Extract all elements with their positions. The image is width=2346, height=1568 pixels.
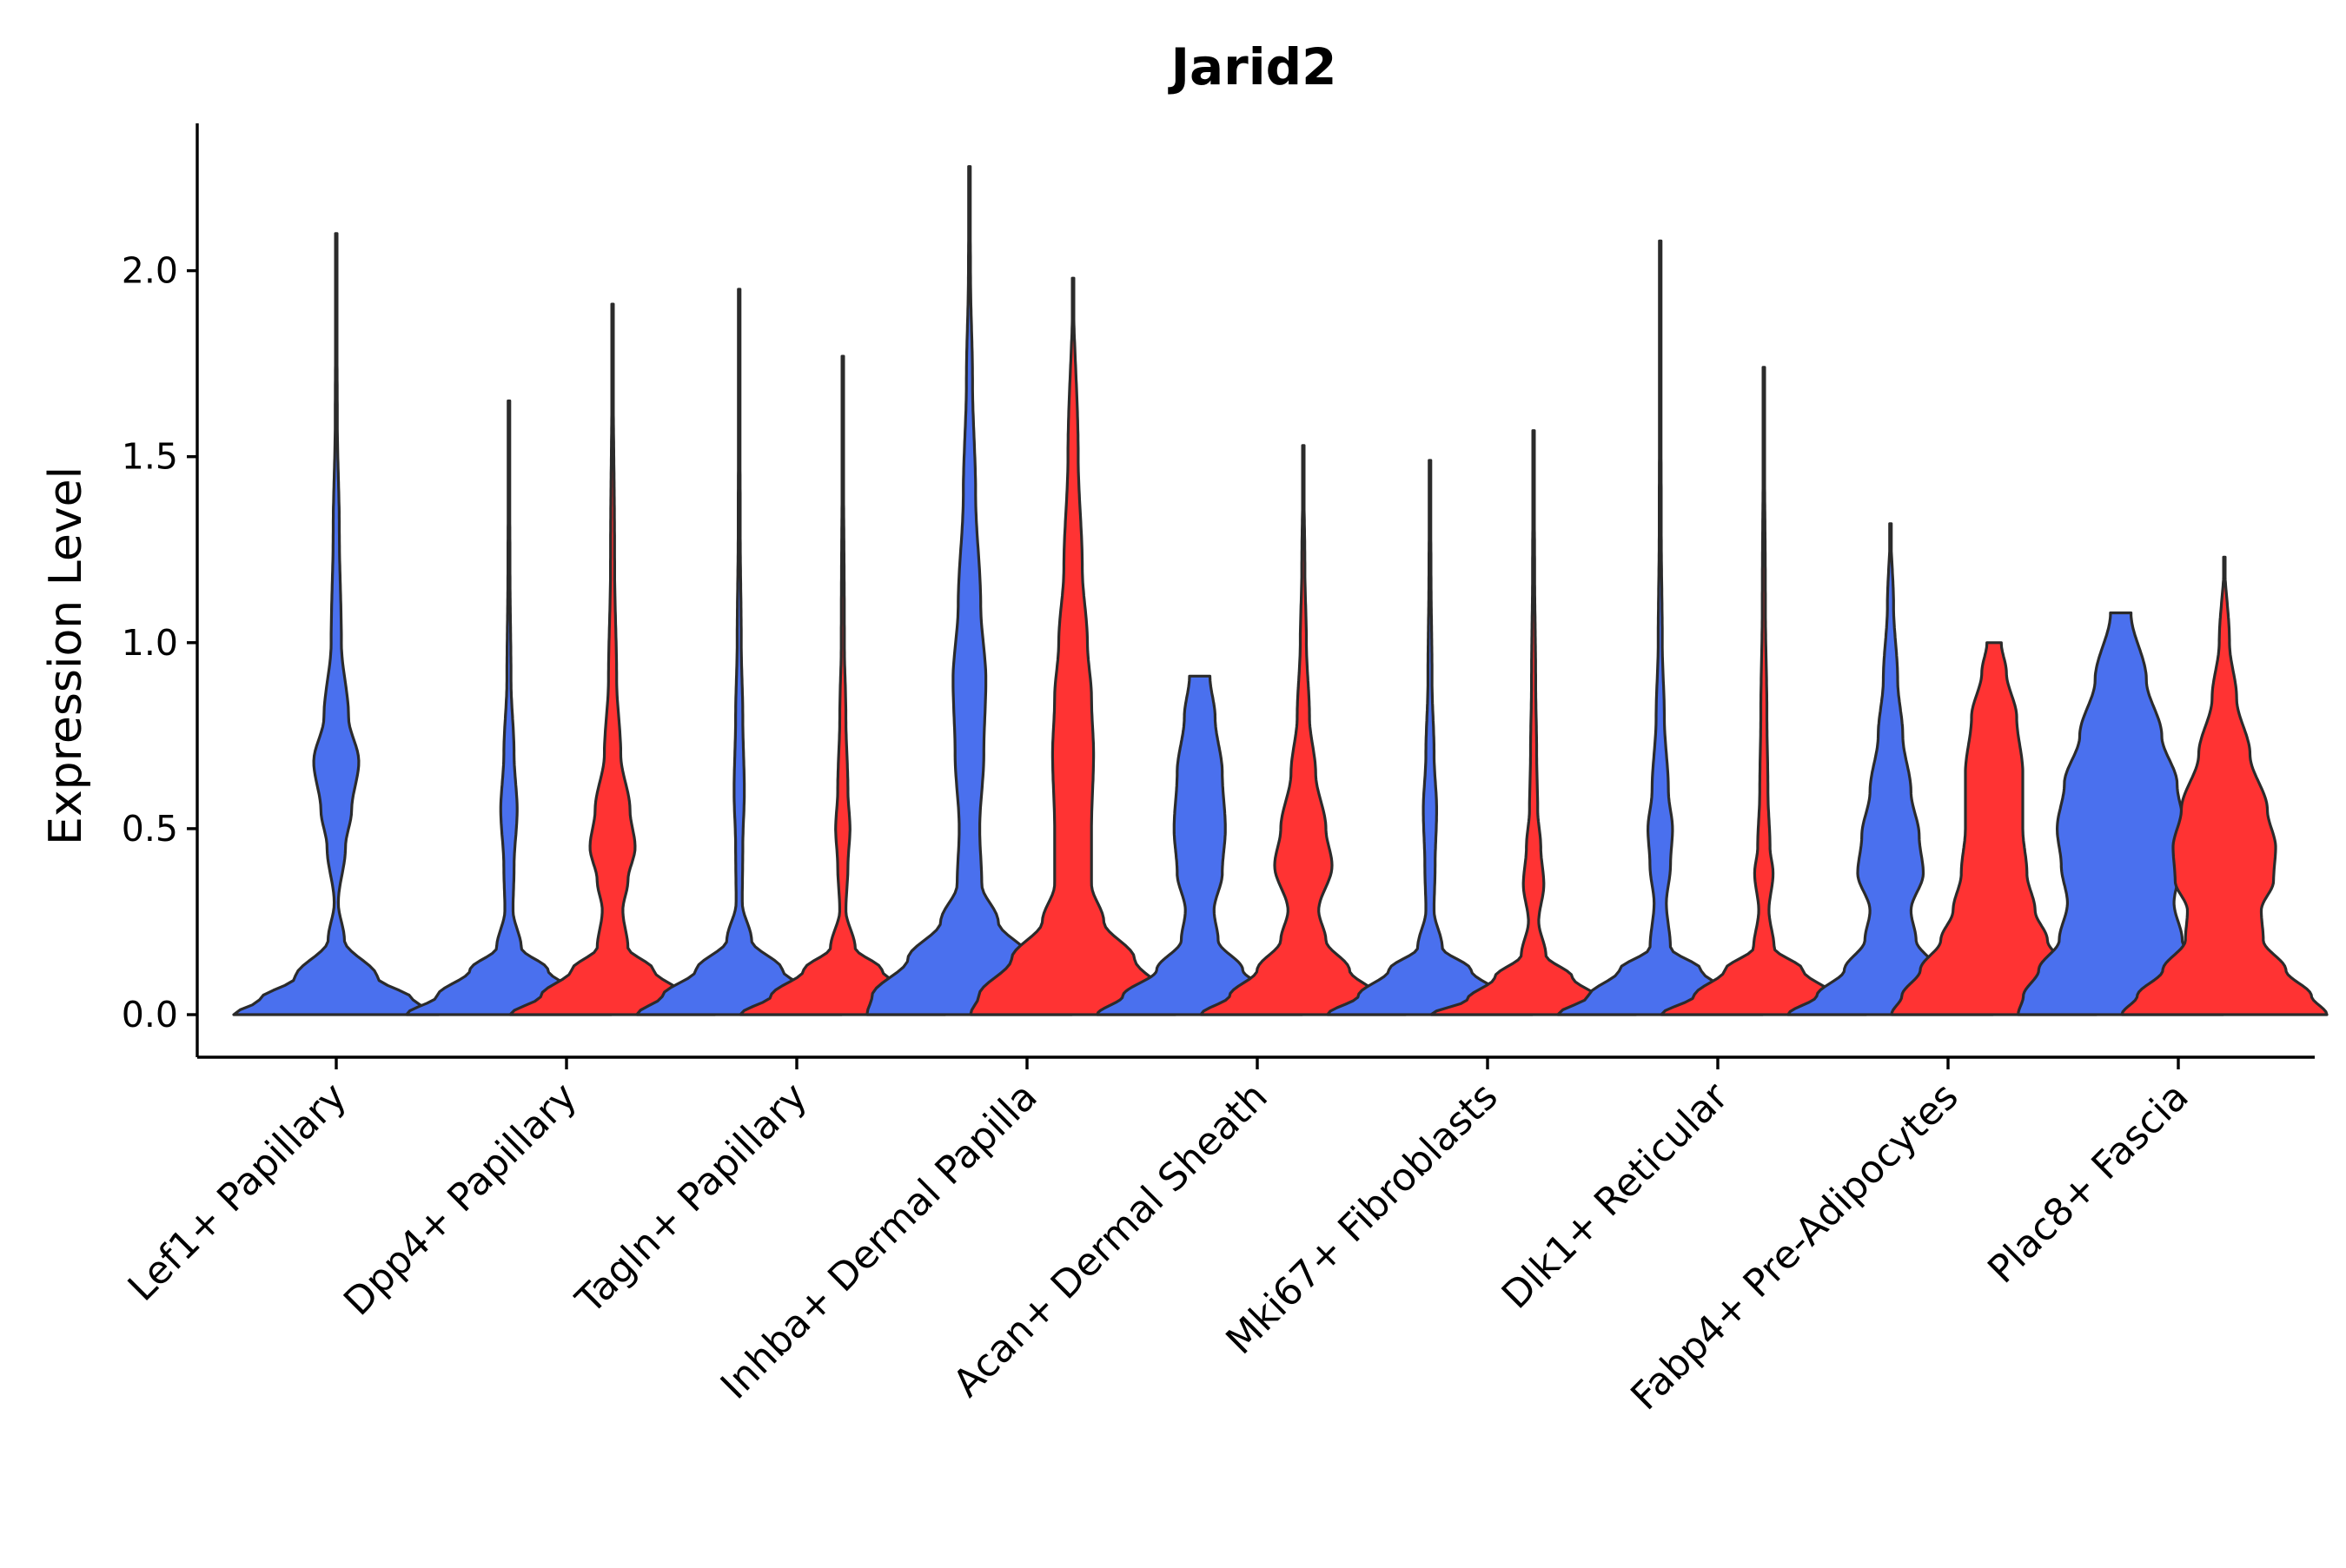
violin-blue — [1786, 522, 1995, 1016]
y-tick-label: 1.5 — [122, 436, 178, 478]
violin-blue — [635, 288, 844, 1016]
chart-title: Jarid2 — [1167, 37, 1336, 96]
violin-red — [1890, 641, 2098, 1016]
x-tick-label: Plac8+ Fascia — [1979, 1075, 2197, 1293]
violin-blue — [405, 399, 613, 1016]
violin-blue — [232, 232, 441, 1016]
violin-blue — [1326, 459, 1534, 1016]
x-tick-label: Dpp4+ Papillary — [335, 1075, 586, 1325]
y-tick-label: 0.0 — [122, 994, 178, 1035]
violin-red — [1429, 429, 1638, 1016]
violins-layer — [232, 165, 2329, 1016]
violin-red — [969, 276, 1177, 1016]
y-ticks: 0.0 0.5 1.0 1.5 2.0 — [122, 250, 197, 1035]
violin-red — [1660, 366, 1868, 1016]
y-tick-label: 0.5 — [122, 808, 178, 850]
violin-blue — [1096, 674, 1304, 1016]
y-tick-label: 1.0 — [122, 622, 178, 664]
y-axis-label: Expression Level — [40, 466, 92, 845]
violin-red — [2120, 555, 2329, 1016]
violin-red — [1199, 444, 1408, 1016]
y-tick-label: 2.0 — [122, 250, 178, 292]
violin-blue — [865, 165, 1074, 1016]
violin-red — [508, 302, 717, 1016]
violin-red — [739, 354, 947, 1016]
x-tick-label: Tagln+ Papillary — [567, 1075, 816, 1323]
x-tick-label: Dlk1+ Reticular — [1494, 1074, 1738, 1318]
x-tick-label: Lef1+ Papillary — [120, 1075, 355, 1310]
violin-blue — [1556, 239, 1765, 1016]
